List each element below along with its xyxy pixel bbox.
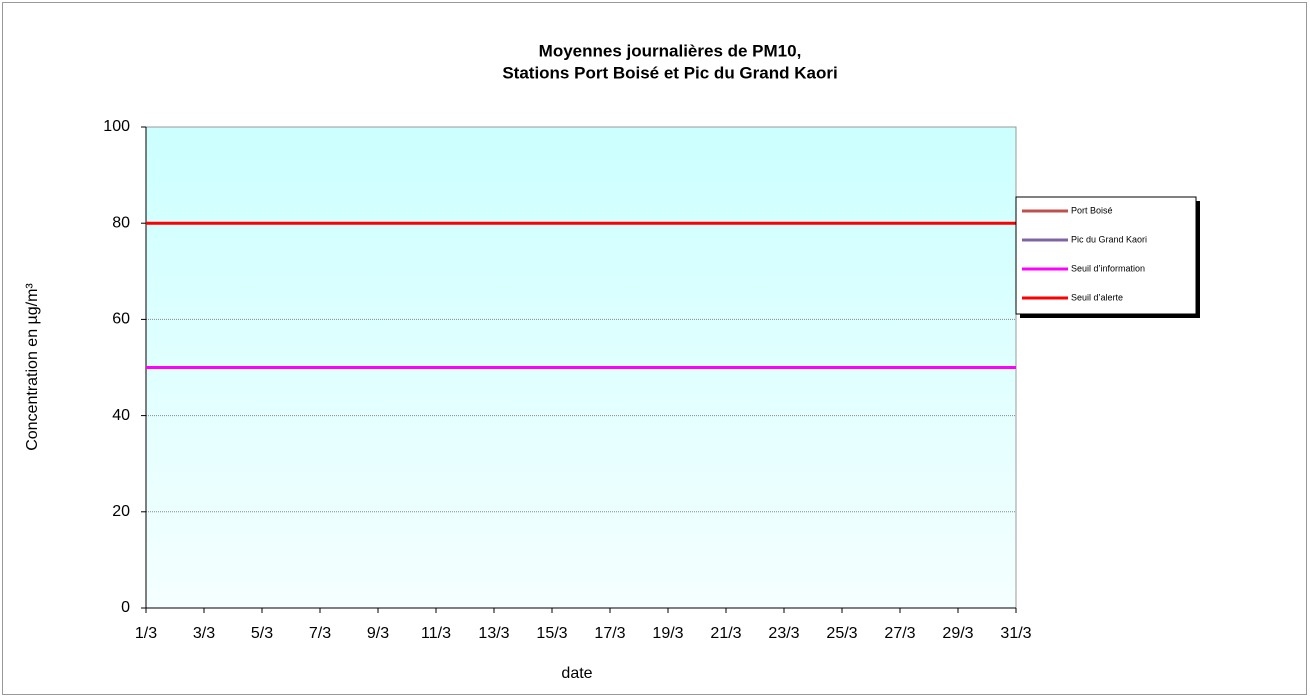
x-tick-label: 1/3 xyxy=(135,625,157,642)
x-tick-label: 21/3 xyxy=(710,625,741,642)
legend-label: Port Boisé xyxy=(1071,205,1113,215)
x-tick-label: 29/3 xyxy=(942,625,973,642)
x-tick-label: 17/3 xyxy=(594,625,625,642)
legend-label: Seuil d’information xyxy=(1071,263,1145,273)
legend-label: Seuil d’alerte xyxy=(1071,292,1123,302)
x-tick-label: 19/3 xyxy=(652,625,683,642)
chart-title: Stations Port Boisé et Pic du Grand Kaor… xyxy=(502,63,837,82)
x-tick-label: 7/3 xyxy=(309,625,331,642)
x-tick-label: 9/3 xyxy=(367,625,389,642)
x-tick-label: 27/3 xyxy=(884,625,915,642)
y-axis-title: Concentration en µg/m³ xyxy=(24,283,41,451)
y-tick-label: 20 xyxy=(112,503,130,520)
x-tick-label: 15/3 xyxy=(536,625,567,642)
x-tick-label: 23/3 xyxy=(768,625,799,642)
x-tick-label: 31/3 xyxy=(1000,625,1031,642)
y-tick-label: 80 xyxy=(112,214,130,231)
y-tick-label: 100 xyxy=(103,118,130,135)
legend-label: Pic du Grand Kaori xyxy=(1071,234,1147,244)
x-tick-label: 3/3 xyxy=(193,625,215,642)
x-tick-label: 13/3 xyxy=(478,625,509,642)
x-tick-label: 5/3 xyxy=(251,625,273,642)
x-axis-title: date xyxy=(561,665,592,682)
x-tick-label: 25/3 xyxy=(826,625,857,642)
legend xyxy=(1015,196,1197,315)
y-tick-label: 60 xyxy=(112,311,130,328)
y-tick-label: 0 xyxy=(121,599,130,616)
y-tick-label: 40 xyxy=(112,407,130,424)
x-tick-label: 11/3 xyxy=(421,625,451,642)
chart-title: Moyennes journalières de PM10, xyxy=(539,41,802,60)
